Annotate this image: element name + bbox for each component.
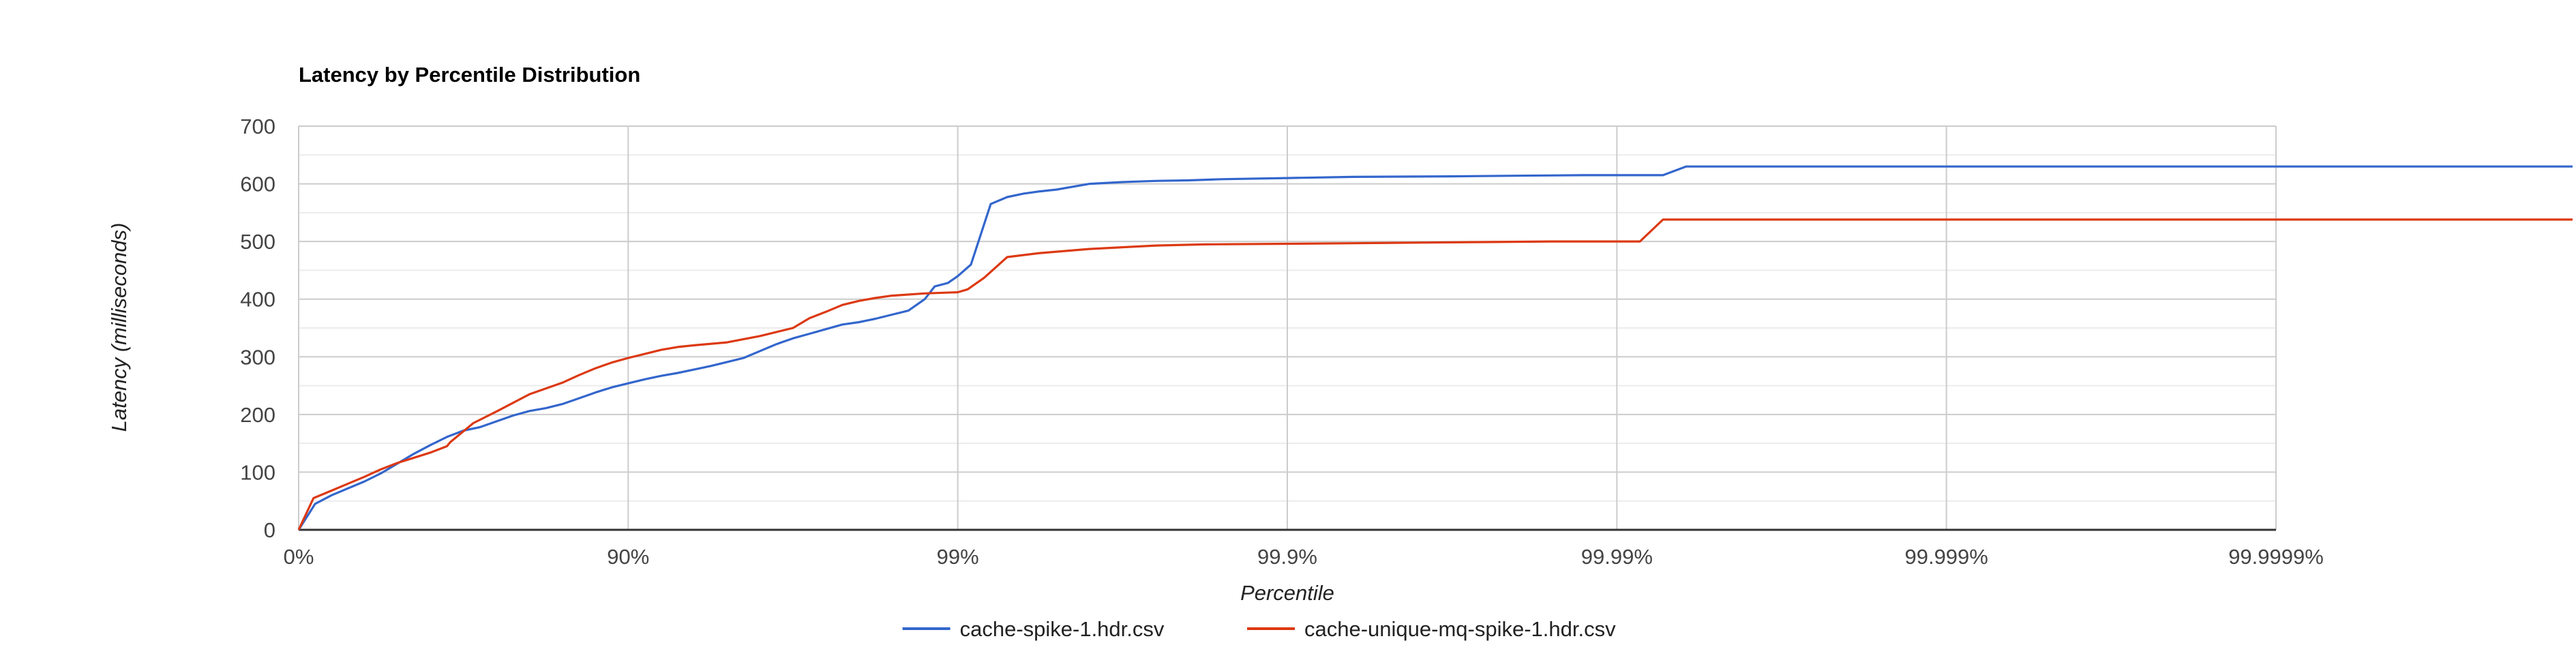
y-axis-title: Latency (milliseconds) (107, 223, 131, 432)
legend-label: cache-unique-mq-spike-1.hdr.csv (1304, 617, 1616, 641)
chart-title: Latency by Percentile Distribution (299, 63, 640, 87)
x-tick-label: 90% (607, 545, 649, 569)
y-tick-label: 600 (240, 173, 275, 196)
series-line-1 (297, 165, 2573, 530)
y-tick-label: 400 (240, 288, 275, 312)
legend-item-1: cache-spike-1.hdr.csv (902, 617, 1165, 641)
y-tick-label: 200 (240, 403, 275, 427)
x-tick-label: 99.99% (1581, 545, 1653, 569)
x-tick-label: 99.9999% (2228, 545, 2324, 569)
y-tick-label: 700 (240, 115, 275, 138)
series-lines (297, 165, 2573, 530)
x-tick-label: 99% (937, 545, 979, 569)
x-tick-label: 99.999% (1904, 545, 1988, 569)
y-tick-label: 0 (264, 518, 275, 542)
x-tick-label: 99.9% (1257, 545, 1317, 569)
legend-label: cache-spike-1.hdr.csv (960, 617, 1165, 641)
gridlines (299, 125, 2277, 530)
y-tick-label: 500 (240, 230, 275, 254)
y-tick-label: 300 (240, 345, 275, 369)
x-axis-title: Percentile (1240, 581, 1334, 605)
legend-item-2: cache-unique-mq-spike-1.hdr.csv (1247, 617, 1616, 641)
y-tick-label: 100 (240, 460, 275, 484)
series-line-2 (297, 218, 2573, 530)
legend: cache-spike-1.hdr.csv cache-unique-mq-spi… (902, 617, 1616, 641)
axes: 0 100 200 300 400 500 600 700 0% 90% 99% 99.9% 99.99… (240, 115, 2324, 569)
x-tick-label: 0% (284, 545, 314, 569)
